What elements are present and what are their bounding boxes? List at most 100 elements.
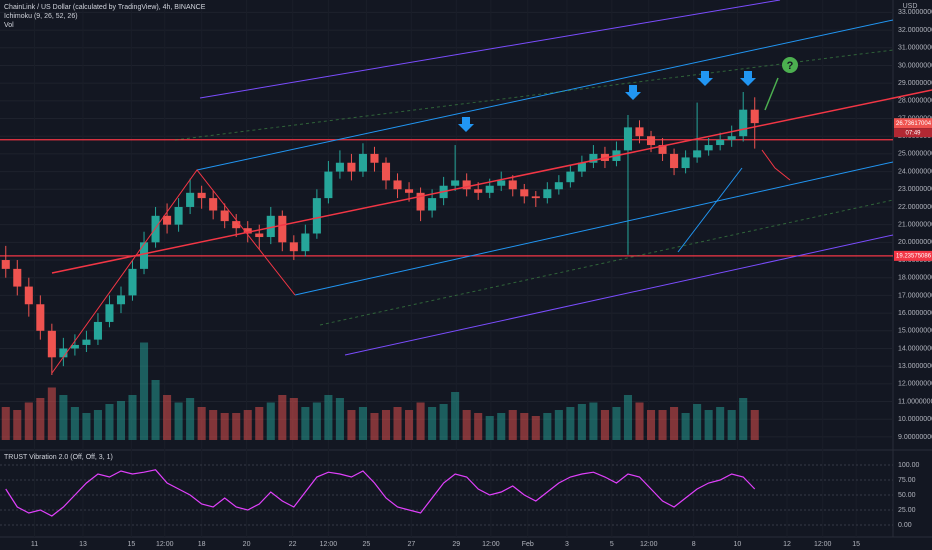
y-tick-label: 13.00000000 bbox=[898, 363, 932, 370]
candle-body bbox=[324, 171, 333, 199]
x-tick-label: 12:00 bbox=[320, 541, 338, 548]
volume-bar bbox=[312, 402, 321, 440]
volume-bar bbox=[485, 416, 494, 440]
zigzag bbox=[51, 169, 296, 374]
candle-body bbox=[1, 260, 10, 269]
y-tick-label: 30.00000000 bbox=[898, 62, 932, 69]
y-tick-label: 0.00 bbox=[898, 522, 912, 529]
volume-bar bbox=[439, 404, 448, 440]
indicator-legend: Vol bbox=[4, 22, 14, 29]
candle-body bbox=[577, 162, 586, 172]
candle-body bbox=[370, 153, 379, 163]
candle-body bbox=[220, 210, 229, 222]
candle-body bbox=[704, 145, 713, 151]
candle-body bbox=[566, 171, 575, 183]
question-mark: ? bbox=[787, 60, 794, 72]
y-tick-label: 21.00000000 bbox=[898, 221, 932, 228]
candle-body bbox=[312, 198, 321, 234]
y-tick-label: 75.00 bbox=[898, 477, 916, 484]
volume-bar bbox=[82, 413, 91, 440]
candle-body bbox=[93, 321, 102, 340]
candle-body bbox=[301, 233, 310, 252]
down-arrow bbox=[625, 85, 641, 100]
volume-bar bbox=[623, 395, 633, 440]
volume-bar bbox=[139, 342, 149, 440]
candle-body bbox=[232, 221, 241, 229]
x-tick-label: 27 bbox=[407, 541, 415, 548]
volume-bar bbox=[36, 398, 45, 440]
arrow bbox=[764, 77, 779, 111]
y-tick-label: 17.00000000 bbox=[898, 292, 932, 299]
x-tick-label: 12:00 bbox=[482, 541, 500, 548]
y-tick-label: 29.00000000 bbox=[898, 80, 932, 87]
volume-bar bbox=[381, 410, 391, 440]
volume-bar bbox=[232, 413, 241, 440]
volume-bar bbox=[589, 402, 598, 440]
candle-body bbox=[186, 192, 195, 207]
volume-bar bbox=[324, 395, 333, 440]
title: ChainLink / US Dollar (calculated by Tra… bbox=[4, 4, 206, 11]
candle-body bbox=[197, 192, 206, 199]
volume-bar bbox=[24, 402, 33, 440]
candle-body bbox=[163, 215, 172, 225]
candle-body bbox=[347, 162, 356, 172]
candle-body bbox=[623, 127, 633, 151]
candle-body bbox=[474, 189, 483, 193]
candle-body bbox=[381, 162, 391, 181]
x-tick-label: 5 bbox=[610, 541, 614, 548]
y-tick-label: 24.00000000 bbox=[898, 168, 932, 175]
data-layer bbox=[0, 11, 893, 526]
volume-bar bbox=[462, 410, 471, 440]
question-badge bbox=[782, 57, 798, 73]
volume-bar bbox=[174, 402, 183, 440]
y-tick-label: 14.00000000 bbox=[898, 345, 932, 352]
y-tick-label: 9.00000000 bbox=[898, 434, 932, 441]
channel-median bbox=[51, 89, 932, 274]
candle-body bbox=[266, 215, 275, 238]
candle-body bbox=[393, 180, 402, 190]
candle-body bbox=[59, 348, 68, 358]
price-label-box bbox=[894, 118, 932, 129]
volume-bar bbox=[531, 416, 540, 440]
candle-body bbox=[405, 189, 414, 193]
x-tick-label: 8 bbox=[692, 541, 696, 548]
y-tick-label: 32.00000000 bbox=[898, 27, 932, 34]
x-tick-label: 15 bbox=[852, 541, 860, 548]
price-label-box bbox=[894, 250, 932, 261]
candle-body bbox=[70, 344, 79, 349]
candle-body bbox=[428, 198, 437, 211]
x-tick-label: 18 bbox=[198, 541, 206, 548]
volume-bar bbox=[186, 398, 195, 440]
volume-bar bbox=[209, 410, 218, 440]
x-tick-label: 11 bbox=[31, 541, 38, 548]
volume-bar bbox=[93, 410, 102, 440]
volume-bar bbox=[554, 410, 563, 440]
volume-bar bbox=[266, 402, 275, 440]
volume-bar bbox=[278, 395, 287, 440]
candle-body bbox=[209, 198, 218, 211]
oscillator-line bbox=[5, 469, 756, 517]
down-arrows bbox=[458, 71, 756, 132]
volume-bar bbox=[566, 407, 575, 440]
volume-bar bbox=[59, 395, 68, 440]
y-tick-label: 28.00000000 bbox=[898, 98, 932, 105]
x-tick-label: 12:00 bbox=[156, 541, 174, 548]
volume-bar bbox=[128, 395, 137, 440]
candle-body bbox=[497, 180, 506, 186]
drawings bbox=[51, 0, 932, 374]
volume-bar bbox=[451, 392, 460, 440]
x-tick-label: 13 bbox=[79, 541, 87, 548]
volume-bar bbox=[635, 402, 644, 440]
candle-body bbox=[255, 233, 264, 238]
x-tick-label: 29 bbox=[452, 541, 460, 548]
candle-body bbox=[116, 295, 126, 305]
y-tick-label: 16.00000000 bbox=[898, 310, 932, 317]
volume-bar bbox=[335, 398, 344, 440]
channel-dashed bbox=[319, 199, 894, 326]
candle-body bbox=[451, 180, 460, 186]
candle-body bbox=[589, 153, 598, 163]
y-tick-label: 25.00 bbox=[898, 507, 916, 514]
